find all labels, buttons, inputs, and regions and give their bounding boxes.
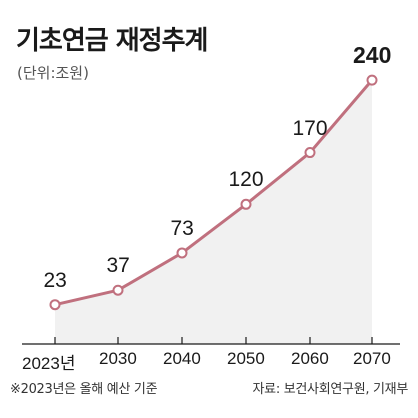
data-label: 73 bbox=[170, 216, 194, 240]
data-point bbox=[49, 299, 61, 311]
data-point bbox=[304, 147, 316, 159]
x-tick-label: 2060 bbox=[291, 349, 329, 368]
series-line bbox=[54, 79, 374, 307]
x-tick-label: 2030 bbox=[99, 349, 137, 368]
x-tick-label: 2050 bbox=[227, 349, 265, 368]
data-point bbox=[366, 74, 378, 86]
data-point bbox=[240, 198, 252, 210]
data-label: 37 bbox=[106, 254, 130, 278]
data-label: 170 bbox=[292, 116, 328, 140]
area-fill bbox=[55, 80, 372, 344]
data-label: 120 bbox=[228, 168, 264, 192]
x-tick-label: 2040 bbox=[163, 349, 201, 368]
footnote: ※2023년은 올해 예산 기준 bbox=[10, 382, 158, 397]
x-tick-label: 2070 bbox=[353, 349, 391, 368]
data-label: 23 bbox=[43, 268, 67, 292]
x-tick-label: 2023년 bbox=[22, 354, 76, 373]
chart-title: 기초연금 재정추계 bbox=[16, 26, 208, 56]
source-note: 자료: 보건사회연구원, 기재부 bbox=[252, 382, 409, 397]
data-point bbox=[176, 247, 188, 259]
data-label: 240 bbox=[353, 42, 392, 69]
data-point bbox=[112, 284, 124, 296]
chart-unit: (단위:조원) bbox=[17, 64, 89, 82]
